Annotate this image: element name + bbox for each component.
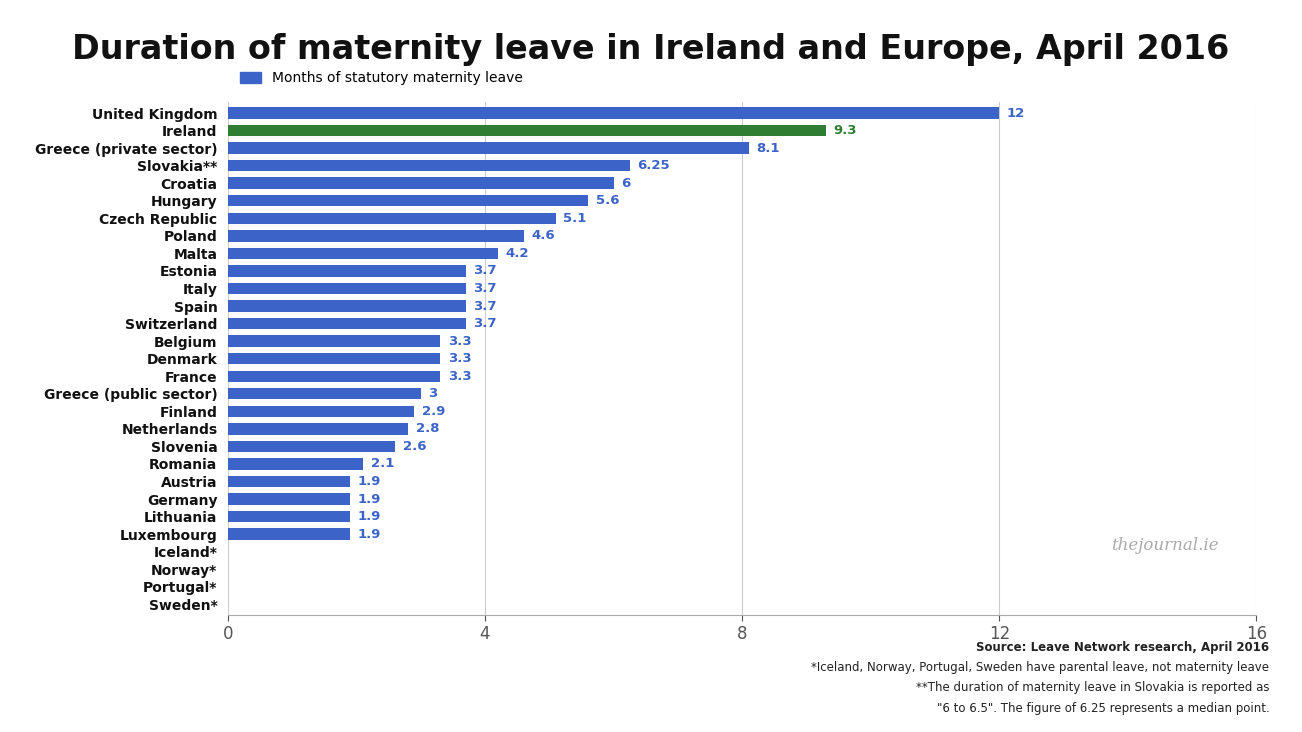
Bar [228, 283, 466, 294]
Text: 3.3: 3.3 [448, 335, 471, 348]
Bar [228, 143, 749, 154]
Text: 3.7: 3.7 [474, 317, 497, 330]
Bar [228, 125, 825, 136]
Bar [228, 265, 466, 277]
Text: 3.7: 3.7 [474, 282, 497, 295]
Bar [228, 511, 350, 523]
Text: 1.9: 1.9 [358, 493, 381, 506]
Text: 2.8: 2.8 [415, 422, 439, 436]
Text: 3: 3 [428, 387, 437, 400]
Text: 2.6: 2.6 [402, 440, 426, 453]
Text: 1.9: 1.9 [358, 528, 381, 541]
Bar [228, 476, 350, 488]
Bar [228, 247, 497, 259]
Text: 1.9: 1.9 [358, 510, 381, 523]
Text: 8.1: 8.1 [756, 141, 780, 154]
Text: 3.3: 3.3 [448, 370, 471, 383]
Text: 6.25: 6.25 [638, 159, 671, 172]
Text: Source: Leave Network research, April 2016: Source: Leave Network research, April 20… [976, 640, 1269, 654]
Text: 3.3: 3.3 [448, 352, 471, 365]
Bar [228, 493, 350, 505]
Bar [228, 441, 395, 452]
Bar [228, 177, 613, 189]
Bar [228, 230, 523, 242]
Bar [228, 108, 1000, 119]
Bar [228, 423, 408, 435]
Legend: Months of statutory maternity leave: Months of statutory maternity leave [234, 66, 529, 91]
Text: 12: 12 [1006, 107, 1025, 119]
Text: "6 to 6.5". The figure of 6.25 represents a median point.: "6 to 6.5". The figure of 6.25 represent… [936, 702, 1269, 715]
Text: 3.7: 3.7 [474, 264, 497, 277]
Text: 2.9: 2.9 [422, 405, 445, 418]
Bar [228, 212, 556, 224]
Bar [228, 318, 466, 329]
Text: *Iceland, Norway, Portugal, Sweden have parental leave, not maternity leave: *Iceland, Norway, Portugal, Sweden have … [811, 661, 1269, 674]
Text: thejournal.ie: thejournal.ie [1112, 537, 1219, 554]
Bar [228, 458, 363, 470]
Bar [228, 353, 440, 365]
Bar [228, 388, 421, 400]
Text: 4.2: 4.2 [505, 247, 529, 260]
Text: 4.6: 4.6 [531, 229, 555, 242]
Text: 9.3: 9.3 [833, 124, 857, 137]
Text: 6: 6 [621, 176, 630, 190]
Text: 3.7: 3.7 [474, 299, 497, 313]
Bar [228, 529, 350, 540]
Text: **The duration of maternity leave in Slovakia is reported as: **The duration of maternity leave in Slo… [915, 681, 1269, 695]
Text: 1.9: 1.9 [358, 475, 381, 488]
Bar [228, 335, 440, 347]
Bar [228, 195, 589, 206]
Text: 5.6: 5.6 [595, 194, 618, 207]
Text: Duration of maternity leave in Ireland and Europe, April 2016: Duration of maternity leave in Ireland a… [73, 33, 1229, 66]
Text: 2.1: 2.1 [371, 458, 395, 471]
Bar [228, 300, 466, 312]
Bar [228, 406, 414, 417]
Bar [228, 160, 630, 171]
Text: 5.1: 5.1 [564, 212, 587, 225]
Bar [228, 370, 440, 382]
